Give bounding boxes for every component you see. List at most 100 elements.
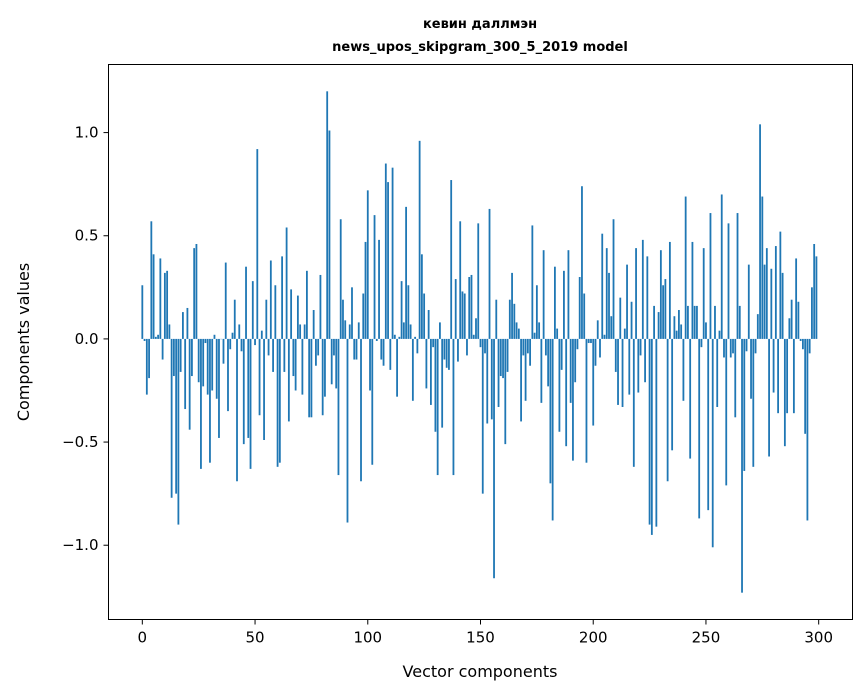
bar-18	[182, 312, 184, 339]
bar-227	[653, 306, 655, 339]
bar-260	[728, 223, 730, 339]
bar-237	[676, 331, 678, 339]
bar-128	[430, 339, 432, 405]
bar-182	[552, 339, 554, 521]
bar-265	[739, 306, 741, 339]
bar-47	[247, 339, 249, 438]
bar-297	[811, 287, 813, 339]
bar-221	[640, 339, 642, 356]
bar-79	[320, 275, 322, 339]
bar-283	[779, 232, 781, 339]
bar-238	[678, 310, 680, 339]
bar-204	[601, 234, 603, 339]
bar-185	[559, 339, 561, 432]
bar-149	[477, 223, 479, 339]
bar-68	[295, 339, 297, 391]
bar-216	[628, 339, 630, 395]
bar-212	[619, 298, 621, 339]
bar-231	[662, 285, 664, 339]
bar-233	[667, 339, 669, 481]
bar-254	[714, 306, 716, 339]
bar-268	[746, 339, 748, 351]
bar-181	[549, 339, 551, 483]
bar-55	[265, 300, 267, 339]
bar-244	[692, 242, 694, 339]
bar-34	[218, 339, 220, 438]
bar-115	[401, 281, 403, 339]
bar-296	[809, 339, 811, 353]
bar-178	[543, 250, 545, 339]
bar-264	[737, 213, 739, 339]
bar-144	[466, 339, 468, 356]
y-axis-ticks: −1.0−0.50.00.51.0	[62, 124, 108, 555]
bar-91	[347, 339, 349, 523]
bar-259	[725, 339, 727, 485]
bar-219	[635, 248, 637, 339]
bar-94	[353, 339, 355, 360]
bar-41	[234, 300, 236, 339]
bar-163	[509, 300, 511, 339]
bar-223	[644, 339, 646, 382]
bar-205	[604, 335, 606, 339]
bar-73	[306, 271, 308, 339]
x-tick-label: 0	[138, 629, 148, 647]
bar-174	[534, 333, 536, 339]
bar-249	[703, 248, 705, 339]
bar-108	[385, 164, 387, 339]
bar-292	[800, 339, 802, 341]
bar-158	[498, 339, 500, 407]
bar-142	[462, 291, 464, 338]
bar-54	[263, 339, 265, 440]
bar-141	[459, 221, 461, 339]
bar-162	[507, 339, 509, 372]
bar-203	[599, 339, 601, 358]
bar-269	[748, 265, 750, 339]
bar-175	[536, 285, 538, 339]
bar-253	[712, 339, 714, 547]
bar-93	[351, 287, 353, 339]
bar-146	[471, 275, 473, 339]
bar-176	[538, 322, 540, 339]
x-axis-label: Vector components	[403, 662, 558, 681]
bar-96	[358, 322, 360, 339]
bar-230	[660, 250, 662, 339]
bar-86	[335, 339, 337, 389]
bar-118	[407, 285, 409, 339]
bar-165	[513, 304, 515, 339]
bar-74	[308, 339, 310, 417]
bar-150	[480, 339, 482, 347]
bar-209	[613, 219, 615, 339]
bar-101	[369, 339, 371, 391]
bar-112	[394, 335, 396, 339]
bar-211	[617, 339, 619, 405]
bar-48	[250, 339, 252, 469]
bar-291	[797, 302, 799, 339]
bar-215	[626, 265, 628, 339]
bar-255	[716, 339, 718, 407]
bar-113	[396, 339, 398, 397]
bar-114	[398, 337, 400, 339]
bar-294	[804, 339, 806, 434]
bar-43	[238, 324, 240, 338]
bar-63	[283, 339, 285, 372]
bar-85	[333, 339, 335, 356]
bar-192	[574, 339, 576, 382]
bar-188	[565, 339, 567, 446]
bar-61	[279, 339, 281, 463]
bar-261	[730, 339, 732, 358]
bar-125	[423, 294, 425, 339]
bar-139	[455, 279, 457, 339]
y-tick-label: −1.0	[62, 536, 98, 554]
bar-45	[243, 339, 245, 444]
bar-56	[268, 339, 270, 356]
bar-100	[367, 190, 369, 339]
bar-171	[527, 339, 529, 353]
bar-169	[522, 339, 524, 356]
bar-136	[448, 339, 450, 370]
bar-152	[484, 339, 486, 353]
bar-33	[216, 339, 218, 399]
bar-49	[252, 281, 254, 339]
bar-168	[520, 339, 522, 422]
bar-281	[775, 246, 777, 339]
